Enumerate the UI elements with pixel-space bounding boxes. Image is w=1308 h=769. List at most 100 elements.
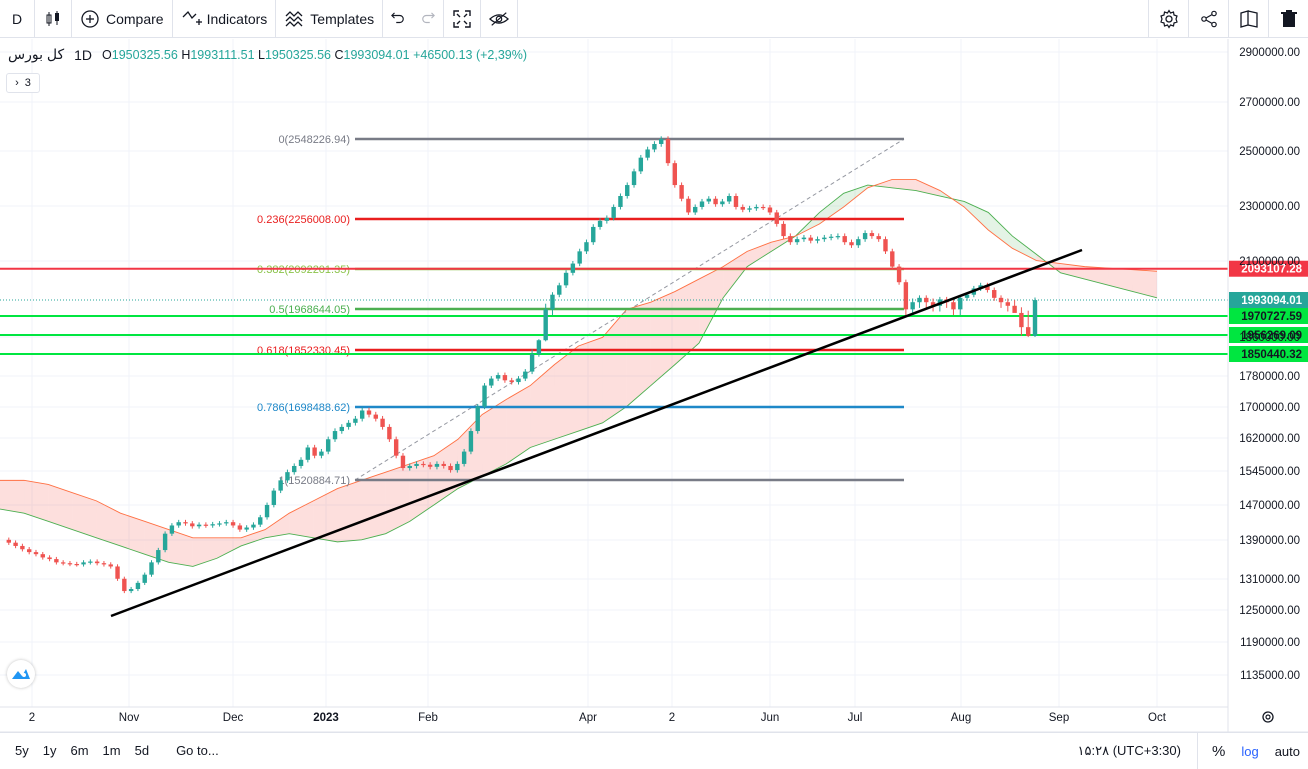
candle-body — [81, 562, 86, 565]
candle-body — [224, 522, 229, 524]
range-1y[interactable]: 1y — [42, 743, 57, 758]
eye-crossed-icon — [489, 11, 510, 26]
price-label-text: 2093107.28 — [1241, 264, 1302, 276]
percent-toggle[interactable]: % — [1211, 742, 1226, 760]
candle-body — [60, 562, 66, 564]
cloud-segment — [1084, 266, 1109, 286]
price-axis[interactable]: 2900000.00 2700000.00 2500000.00 2300000.00… — [1227, 39, 1300, 732]
candle-body — [516, 378, 521, 383]
candle-body — [509, 380, 514, 383]
candle-body — [910, 302, 915, 310]
candle-body — [835, 236, 841, 238]
candle-body — [312, 447, 317, 456]
candle-body — [427, 464, 433, 467]
range-6m[interactable]: 6m — [70, 743, 89, 758]
cloud-segment — [337, 480, 362, 542]
indicators-button[interactable]: Indicators — [173, 0, 276, 38]
range-5d[interactable]: 5d — [134, 743, 150, 758]
candle-body — [203, 524, 209, 526]
fullscreen-button[interactable] — [444, 0, 480, 38]
candle-body — [930, 302, 936, 306]
candle-body — [393, 439, 399, 456]
candle-body — [26, 549, 32, 553]
legend-symbol[interactable]: کل بورس — [8, 46, 65, 62]
cloud-segment — [747, 242, 772, 267]
last-price-text: 1993094.01 — [1241, 295, 1302, 307]
candle-body — [577, 251, 582, 264]
cloud-segment — [361, 472, 386, 540]
last-price-box — [1229, 292, 1308, 308]
cloud-segment — [216, 537, 242, 559]
candle-body — [142, 574, 147, 583]
time-tick-label: Dec — [223, 712, 244, 724]
compare-button[interactable]: Compare — [72, 0, 172, 38]
fib-level-label: 0(2548226.94) — [278, 134, 350, 146]
templates-button[interactable]: Templates — [276, 0, 382, 38]
candle-body — [842, 236, 847, 243]
price-tick-label: 2500000.00 — [1239, 146, 1300, 158]
price-tick-label: 2900000.00 — [1239, 47, 1300, 59]
candle-body — [230, 522, 236, 526]
cloud-segment — [192, 537, 217, 567]
hide-drawings-button[interactable] — [481, 0, 517, 38]
delete-button[interactable] — [1268, 0, 1308, 38]
candle-body — [550, 294, 555, 310]
price-tick-label: 1545000.00 — [1239, 466, 1300, 478]
cloud-segment — [385, 463, 410, 534]
range-5y[interactable]: 5y — [15, 743, 29, 758]
redo-button[interactable] — [413, 0, 443, 38]
range-1m[interactable]: 1m — [102, 743, 121, 758]
cloud-segment — [578, 337, 603, 432]
auto-toggle[interactable]: auto — [1274, 743, 1300, 759]
bottom-right-group: ۱۵:۲۸ (UTC+3:30) % log auto — [1070, 733, 1308, 769]
cloud-segment — [144, 521, 169, 563]
candle-body — [788, 236, 793, 243]
price-tick-label: 1620000.00 — [1239, 433, 1300, 445]
price-chart[interactable]: 0(2548226.94) 0.236(2256008.00) 0.382(2092… — [0, 39, 1308, 732]
fibonacci-retracement[interactable]: 0(2548226.94) 0.236(2256008.00) 0.382(2092… — [257, 134, 905, 487]
tradingview-logo[interactable] — [7, 660, 35, 688]
price-tick-label: 1700000.00 — [1239, 402, 1300, 414]
candle-body — [1019, 312, 1024, 328]
cloud-segment — [265, 513, 290, 538]
toolbar-divider — [517, 0, 519, 38]
candle-body — [591, 226, 596, 243]
toolbar-divider — [34, 0, 35, 38]
goto-button[interactable]: Go to... — [176, 743, 219, 758]
candle-body — [747, 208, 752, 210]
legend-ohlc: O1950325.56 H1993111.51 L1950325.56 C199… — [102, 47, 528, 62]
fullscreen-icon — [453, 9, 471, 28]
time-axis[interactable]: 2 Nov Dec 2023 Feb Apr 2 Jun Jul Aug Sep Oct — [0, 706, 1308, 732]
candle-body — [760, 206, 766, 209]
share-button[interactable] — [1188, 0, 1228, 38]
trendline[interactable] — [110, 248, 1083, 618]
candle-body — [495, 375, 501, 379]
book-icon — [1239, 10, 1258, 28]
horizontal-lines[interactable]: 2093107.28 1970727.59 1956269.09 1850440.32… — [0, 260, 1308, 362]
undo-button[interactable] — [383, 0, 413, 38]
indicators-collapse-button[interactable]: › 3 — [6, 73, 40, 93]
trash-icon — [1280, 10, 1297, 27]
time-tick-label: Jul — [848, 712, 863, 724]
timezone-button[interactable]: ۱۵:۲۸ (UTC+3:30) — [1077, 743, 1181, 758]
price-tick-label: 1860000.00 — [1239, 332, 1300, 344]
candle-body — [665, 139, 671, 164]
plus-circle-icon — [81, 9, 99, 28]
candle-body — [638, 157, 644, 172]
axis-settings-gear-icon[interactable] — [1262, 711, 1274, 723]
price-tick-label: 1135000.00 — [1240, 670, 1300, 682]
chart-type-button[interactable] — [35, 0, 71, 38]
time-tick-label: 2 — [29, 712, 35, 724]
settings-button[interactable] — [1148, 0, 1188, 38]
snapshot-button[interactable] — [1228, 0, 1268, 38]
candle-body — [6, 539, 11, 543]
candle-body — [699, 201, 705, 207]
log-toggle[interactable]: log — [1241, 743, 1259, 759]
cloud-segment — [24, 480, 49, 522]
cloud-segment — [48, 484, 73, 530]
cloud-segment — [988, 212, 1013, 249]
candle-body — [706, 198, 711, 202]
compare-label: Compare — [106, 10, 164, 27]
candle-body — [271, 490, 277, 505]
symbol-button[interactable]: D — [0, 0, 34, 38]
